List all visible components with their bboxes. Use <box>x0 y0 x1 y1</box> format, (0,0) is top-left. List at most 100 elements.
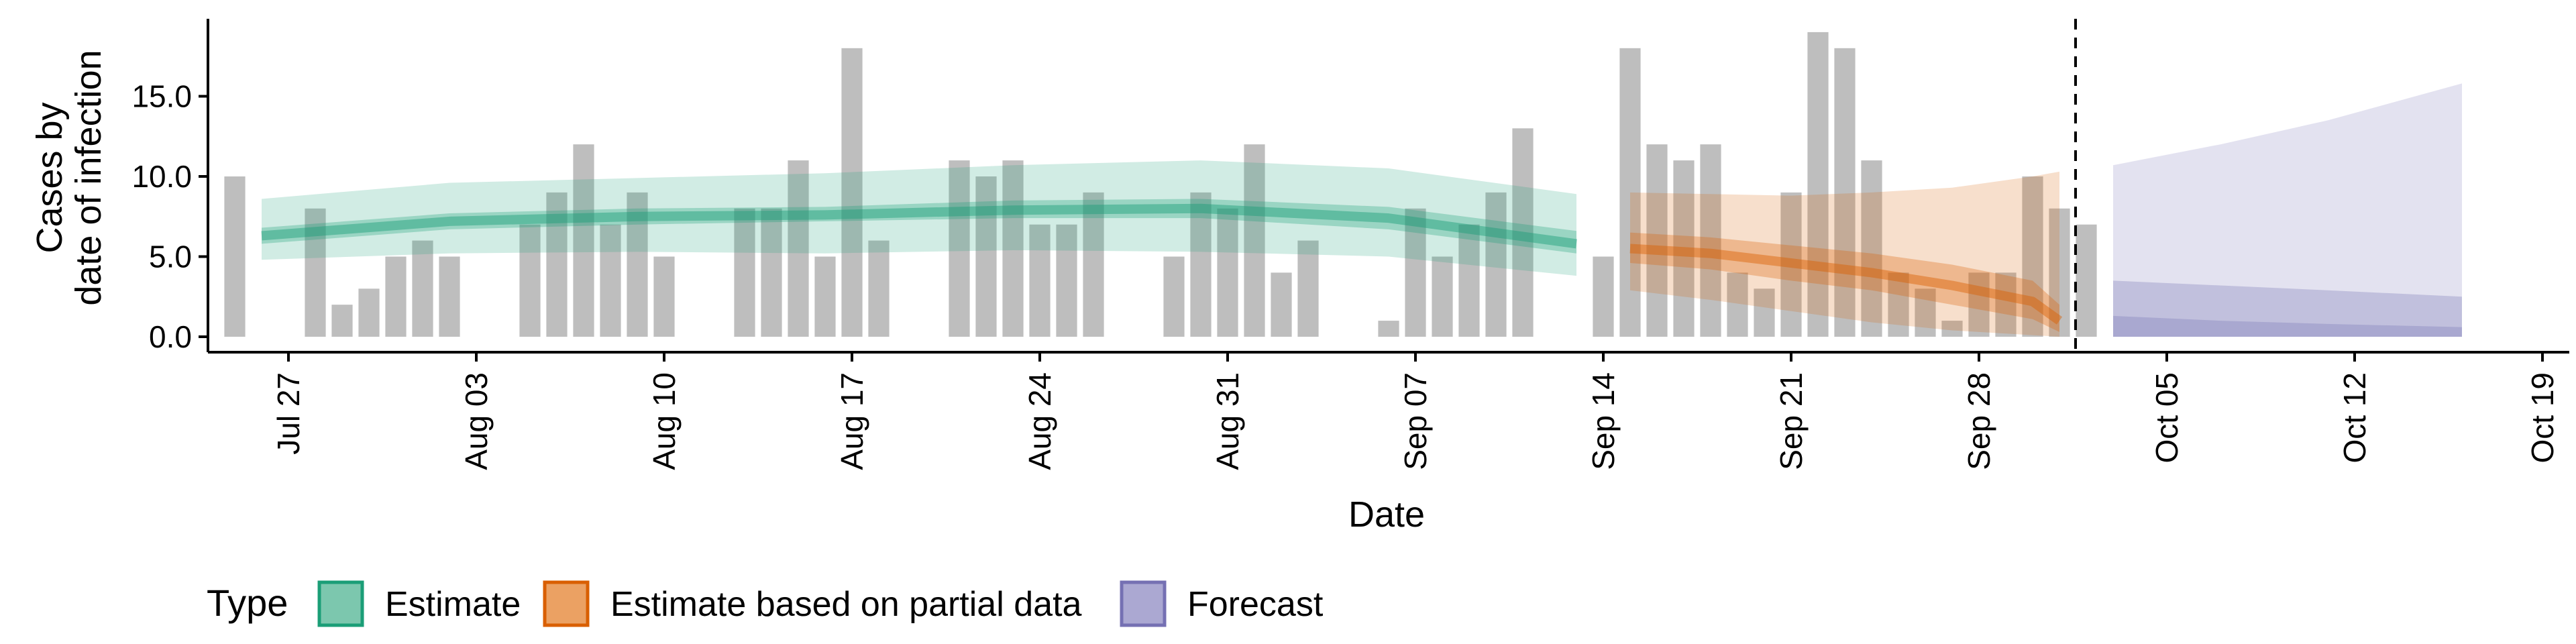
observed-bar <box>949 160 970 337</box>
legend: Type Estimate Estimate based on partial d… <box>207 580 1324 627</box>
observed-bar <box>761 208 782 337</box>
observed-bar <box>1271 272 1292 337</box>
observed-bar <box>358 288 380 337</box>
observed-bar <box>331 305 353 337</box>
observed-bar <box>1378 321 1399 337</box>
observed-bar <box>1915 288 1936 337</box>
observed-bar <box>224 176 246 337</box>
observed-bar <box>1297 240 1319 337</box>
observed-bar <box>2022 176 2043 337</box>
observed-bar <box>1619 48 1641 337</box>
observed-bar <box>1485 192 1507 337</box>
observed-bar <box>600 224 621 337</box>
legend-label: Estimate based on partial data <box>610 585 1082 624</box>
partial-estimate-band-90 <box>1630 171 2059 337</box>
observed-bars <box>224 32 2097 337</box>
observed-bar <box>305 208 326 337</box>
observed-bar <box>1244 144 1265 337</box>
observed-bar <box>1002 160 1024 337</box>
observed-bar <box>1646 144 1668 337</box>
forecast-band-20 <box>2113 315 2462 337</box>
observed-bar <box>975 176 997 337</box>
x-tick-label: Oct 19 <box>2525 372 2560 464</box>
axes <box>207 19 2569 354</box>
observed-bar <box>1458 224 1480 337</box>
observed-bar <box>1673 160 1695 337</box>
x-tick-label: Jul 27 <box>271 372 306 455</box>
x-tick-label: Sep 21 <box>1774 372 1809 470</box>
observed-bar <box>1217 208 1238 337</box>
partial-estimate-median-line <box>1629 244 2063 325</box>
observed-bar <box>519 224 541 337</box>
y-tick-label: 10.0 <box>131 159 192 194</box>
observed-bar <box>1861 160 1882 337</box>
observed-bar <box>412 240 433 337</box>
observed-bar <box>1807 32 1829 337</box>
x-tick-label: Aug 17 <box>835 372 869 470</box>
x-tick-label: Oct 12 <box>2337 372 2372 464</box>
x-tick-label: Sep 07 <box>1398 372 1433 470</box>
observed-bar <box>1405 208 1426 337</box>
observed-bar <box>868 240 890 337</box>
partial-estimate-band-50 <box>1630 232 2059 332</box>
observed-bar <box>1056 224 1077 337</box>
forecast-band-90 <box>2113 83 2462 337</box>
x-axis-title: Date <box>1348 494 1425 535</box>
y-tick-label: 5.0 <box>149 239 192 274</box>
observed-bar <box>1968 272 1990 337</box>
legend-label: Forecast <box>1187 585 1324 624</box>
x-tick-label: Sep 14 <box>1586 372 1621 470</box>
observed-bar <box>1163 256 1185 337</box>
y-axis-ticks: 0.0 5.0 10.0 15.0 <box>131 79 208 354</box>
observed-bar <box>627 192 648 337</box>
observed-bar <box>1512 128 1534 337</box>
x-axis-ticks: Jul 27 Aug 03 Aug 10 Aug 17 Aug 24 Aug 31 Sep … <box>271 352 2560 470</box>
observed-bar <box>1593 256 1614 337</box>
observed-bar <box>385 256 407 337</box>
estimate-band-50 <box>262 199 1576 254</box>
forecast-band-50 <box>2113 280 2462 337</box>
estimate-band-90 <box>262 160 1576 276</box>
legend-key <box>543 580 590 627</box>
y-tick-label: 15.0 <box>131 79 192 114</box>
observed-bar <box>1888 272 1909 337</box>
observed-bar <box>653 256 675 337</box>
x-tick-label: Aug 24 <box>1022 372 1057 470</box>
observed-bar <box>734 208 755 337</box>
observed-bar <box>1727 272 1748 337</box>
observed-bar <box>1995 272 2017 337</box>
observed-bar <box>2049 208 2070 337</box>
legend-key <box>317 580 364 627</box>
observed-bar <box>546 192 568 337</box>
observed-bar <box>439 256 460 337</box>
legend-title: Type <box>207 582 288 624</box>
observed-bar <box>1190 192 1212 337</box>
y-tick-label: 0.0 <box>149 319 192 354</box>
observed-bar <box>1700 144 1721 337</box>
observed-bar <box>788 160 809 337</box>
legend-label: Estimate <box>385 585 521 624</box>
x-tick-label: Sep 28 <box>1962 372 1996 470</box>
x-tick-label: Aug 31 <box>1210 372 1245 470</box>
observed-bar <box>1029 224 1051 337</box>
observed-bar <box>1834 48 1856 337</box>
x-tick-label: Aug 10 <box>647 372 682 470</box>
y-axis-title-line-1: Cases by <box>30 102 70 253</box>
observed-bar <box>1754 288 1775 337</box>
estimate-ribbons <box>261 83 2462 337</box>
x-tick-label: Aug 03 <box>459 372 494 470</box>
observed-bar <box>1432 256 1453 337</box>
y-axis-title-line-2: date of infection <box>68 50 109 305</box>
observed-bar <box>1780 192 1802 337</box>
estimate-median-line <box>261 203 1577 249</box>
observed-bar <box>573 144 594 337</box>
observed-bar <box>841 48 863 337</box>
observed-bar <box>1941 321 1963 337</box>
x-tick-label: Oct 05 <box>2149 372 2184 464</box>
observed-bar <box>2076 224 2097 337</box>
observed-bar <box>814 256 836 337</box>
legend-key <box>1120 580 1167 627</box>
observed-bar <box>1083 192 1104 337</box>
